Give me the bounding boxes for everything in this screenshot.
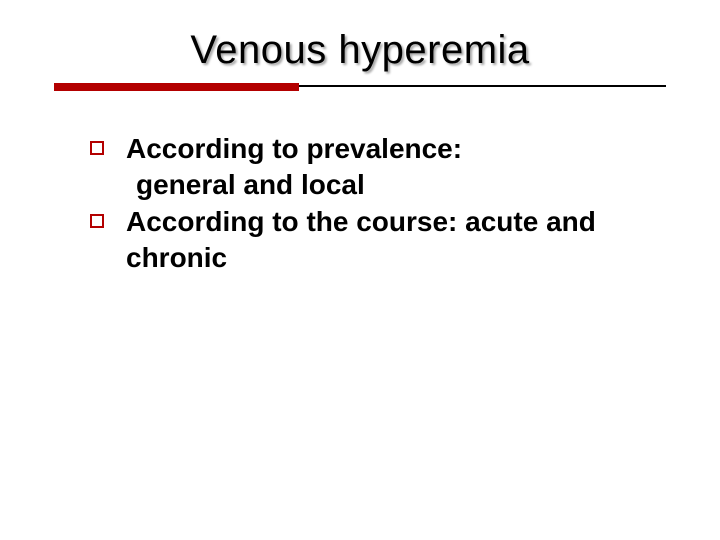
bullet-lead-text: According to the course: acute and chron… <box>126 204 640 277</box>
title-block: Venous hyperemia <box>40 28 680 83</box>
list-item: According to prevalence: <box>90 131 640 167</box>
underline-thick <box>54 83 299 91</box>
bullet-follow-text: general and local <box>90 167 640 203</box>
title-underline <box>54 83 666 97</box>
bullet-square-icon <box>90 141 104 155</box>
content-area: According to prevalence: general and loc… <box>40 131 680 277</box>
slide-title: Venous hyperemia <box>40 28 680 73</box>
bullet-square-icon <box>90 214 104 228</box>
slide: Venous hyperemia According to prevalence… <box>0 0 720 540</box>
list-item: According to the course: acute and chron… <box>90 204 640 277</box>
bullet-lead-text: According to prevalence: <box>126 131 462 167</box>
